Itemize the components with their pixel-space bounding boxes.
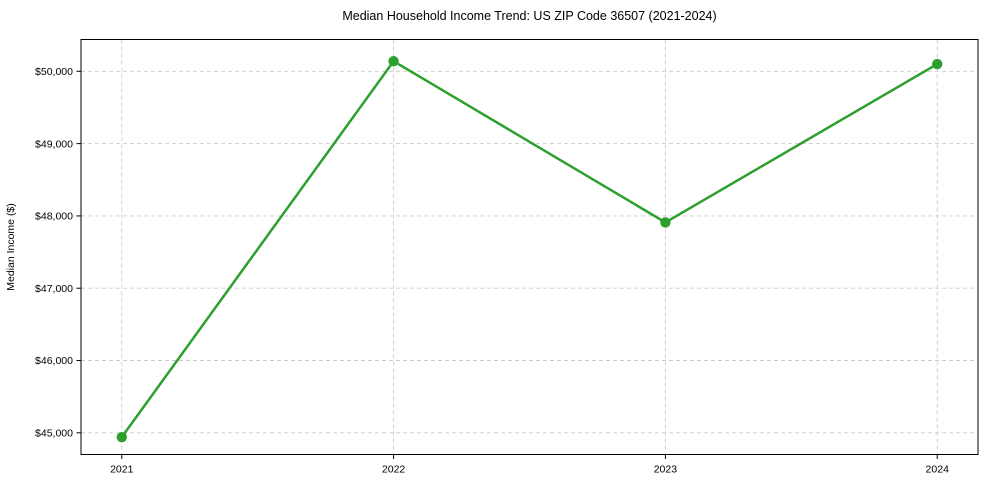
y-tick-label: $45,000 <box>35 428 73 440</box>
y-axis-label: Median Income ($) <box>5 203 17 291</box>
trend-line <box>120 59 939 439</box>
x-tick-label: 2021 <box>110 464 134 476</box>
plot-area-background <box>81 39 978 455</box>
data-point-marker <box>932 58 943 70</box>
data-point-marker <box>388 55 399 67</box>
x-tick-label: 2022 <box>382 464 406 476</box>
chart-title: Median Household Income Trend: US ZIP Co… <box>342 9 717 23</box>
y-tick-label: $50,000 <box>35 66 73 78</box>
data-point-marker <box>116 431 127 443</box>
plot-border <box>80 39 979 455</box>
y-tick-label: $48,000 <box>35 211 73 223</box>
y-tick-label: $46,000 <box>35 355 73 367</box>
x-tick-label: 2024 <box>926 464 950 476</box>
y-tick-label: $49,000 <box>35 138 73 150</box>
data-point-marker <box>660 217 671 228</box>
y-tick-label: $47,000 <box>35 283 73 295</box>
x-tick-label: 2023 <box>654 464 678 476</box>
